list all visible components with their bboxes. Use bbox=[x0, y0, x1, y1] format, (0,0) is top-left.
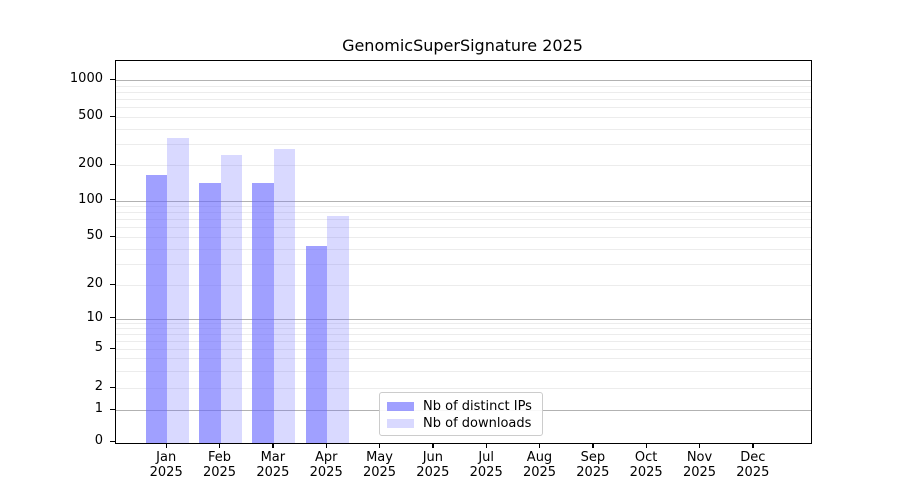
y-tick-label: 0 bbox=[94, 433, 103, 448]
x-tick-label: Apr 2025 bbox=[309, 450, 343, 480]
legend-row-distinct-ips: Nb of distinct IPs bbox=[387, 398, 534, 415]
y-tick-mark bbox=[110, 386, 115, 388]
x-tick-mark bbox=[432, 443, 434, 448]
gridline-minor bbox=[116, 85, 811, 87]
x-tick-mark bbox=[592, 443, 594, 448]
bar-distinct-ips-apr bbox=[305, 246, 328, 443]
bar-downloads-mar bbox=[273, 149, 296, 443]
gridline-minor bbox=[116, 91, 811, 93]
gridline-minor bbox=[116, 248, 811, 250]
y-tick-label: 20 bbox=[86, 276, 103, 291]
gridline-minor bbox=[116, 237, 811, 238]
y-tick-mark bbox=[110, 440, 115, 442]
gridline-minor bbox=[116, 328, 811, 330]
y-tick-label: 10 bbox=[86, 309, 103, 325]
legend-label-downloads: Nb of downloads bbox=[423, 416, 532, 431]
y-tick-mark bbox=[110, 347, 115, 349]
gridline-minor bbox=[116, 107, 811, 109]
x-tick-label: Feb 2025 bbox=[202, 450, 237, 480]
gridline-minor bbox=[116, 349, 811, 350]
y-tick-label: 5 bbox=[94, 340, 103, 355]
gridline-minor bbox=[116, 340, 811, 342]
chart-title: GenomicSuperSignature 2025 bbox=[342, 36, 583, 55]
x-tick-mark bbox=[325, 443, 327, 448]
gridline-minor bbox=[116, 128, 811, 130]
y-tick-label: 1000 bbox=[69, 71, 103, 86]
gridline-minor bbox=[116, 370, 811, 372]
x-tick-mark bbox=[165, 443, 167, 448]
x-tick-label: Jul 2025 bbox=[469, 450, 503, 480]
x-tick-mark bbox=[699, 443, 701, 448]
gridline-minor bbox=[116, 227, 811, 229]
legend: Nb of distinct IPs Nb of downloads bbox=[379, 392, 543, 436]
x-tick-label: Oct 2025 bbox=[629, 450, 663, 480]
legend-swatch-downloads-icon bbox=[387, 419, 414, 428]
bar-downloads-feb bbox=[220, 155, 243, 443]
plot-area bbox=[115, 60, 812, 444]
y-tick-label: 200 bbox=[78, 156, 103, 171]
legend-label-distinct-ips: Nb of distinct IPs bbox=[423, 399, 532, 414]
gridline-minor bbox=[116, 143, 811, 145]
x-tick-mark bbox=[539, 443, 541, 448]
y-tick-mark bbox=[110, 78, 115, 80]
gridline-major bbox=[116, 318, 811, 320]
x-tick-label: Aug 2025 bbox=[522, 450, 557, 480]
y-tick-mark bbox=[110, 163, 115, 165]
x-tick-label: Mar 2025 bbox=[256, 450, 290, 480]
gridline-minor bbox=[116, 212, 811, 214]
bar-downloads-apr bbox=[327, 215, 349, 443]
x-tick-mark bbox=[752, 443, 754, 448]
y-tick-label: 2 bbox=[94, 379, 103, 394]
x-tick-mark bbox=[272, 443, 274, 448]
bar-downloads-jan bbox=[167, 137, 189, 443]
y-tick-mark bbox=[110, 235, 115, 237]
x-tick-mark bbox=[219, 443, 221, 448]
x-tick-label: Jan 2025 bbox=[149, 450, 183, 480]
gridline-minor bbox=[116, 99, 811, 101]
gridline-major bbox=[116, 80, 811, 81]
x-tick-label: Sep 2025 bbox=[576, 450, 610, 480]
x-tick-label: Dec 2025 bbox=[736, 450, 770, 480]
x-tick-mark bbox=[379, 443, 381, 448]
y-tick-label: 1 bbox=[94, 401, 103, 416]
y-tick-mark bbox=[110, 199, 115, 201]
gridline-minor bbox=[116, 323, 811, 325]
gridline-minor bbox=[116, 263, 811, 265]
y-tick-mark bbox=[110, 317, 115, 319]
x-tick-label: Nov 2025 bbox=[682, 450, 717, 480]
gridline-minor bbox=[116, 206, 811, 208]
gridline-minor bbox=[116, 165, 811, 166]
gridline-minor bbox=[116, 334, 811, 336]
gridline-minor bbox=[116, 117, 811, 118]
legend-row-downloads: Nb of downloads bbox=[387, 415, 534, 432]
gridline-minor bbox=[116, 388, 811, 389]
bar-distinct-ips-mar bbox=[252, 183, 274, 443]
y-tick-mark bbox=[110, 408, 115, 410]
gridline-minor bbox=[116, 219, 811, 221]
x-tick-mark bbox=[485, 443, 487, 448]
y-tick-mark bbox=[110, 283, 115, 285]
bar-distinct-ips-jan bbox=[145, 174, 168, 443]
gridline-minor bbox=[116, 358, 811, 360]
y-tick-mark bbox=[110, 115, 115, 117]
x-tick-label: Jun 2025 bbox=[416, 450, 450, 480]
y-tick-label: 50 bbox=[86, 228, 103, 243]
y-tick-label: 100 bbox=[78, 191, 103, 207]
legend-swatch-distinct-ips-icon bbox=[387, 402, 414, 411]
x-tick-mark bbox=[645, 443, 647, 448]
x-tick-label: May 2025 bbox=[362, 450, 397, 480]
bar-distinct-ips-feb bbox=[199, 183, 221, 443]
gridline-major bbox=[116, 200, 811, 202]
y-tick-label: 500 bbox=[78, 108, 103, 123]
gridline-minor bbox=[116, 285, 811, 286]
